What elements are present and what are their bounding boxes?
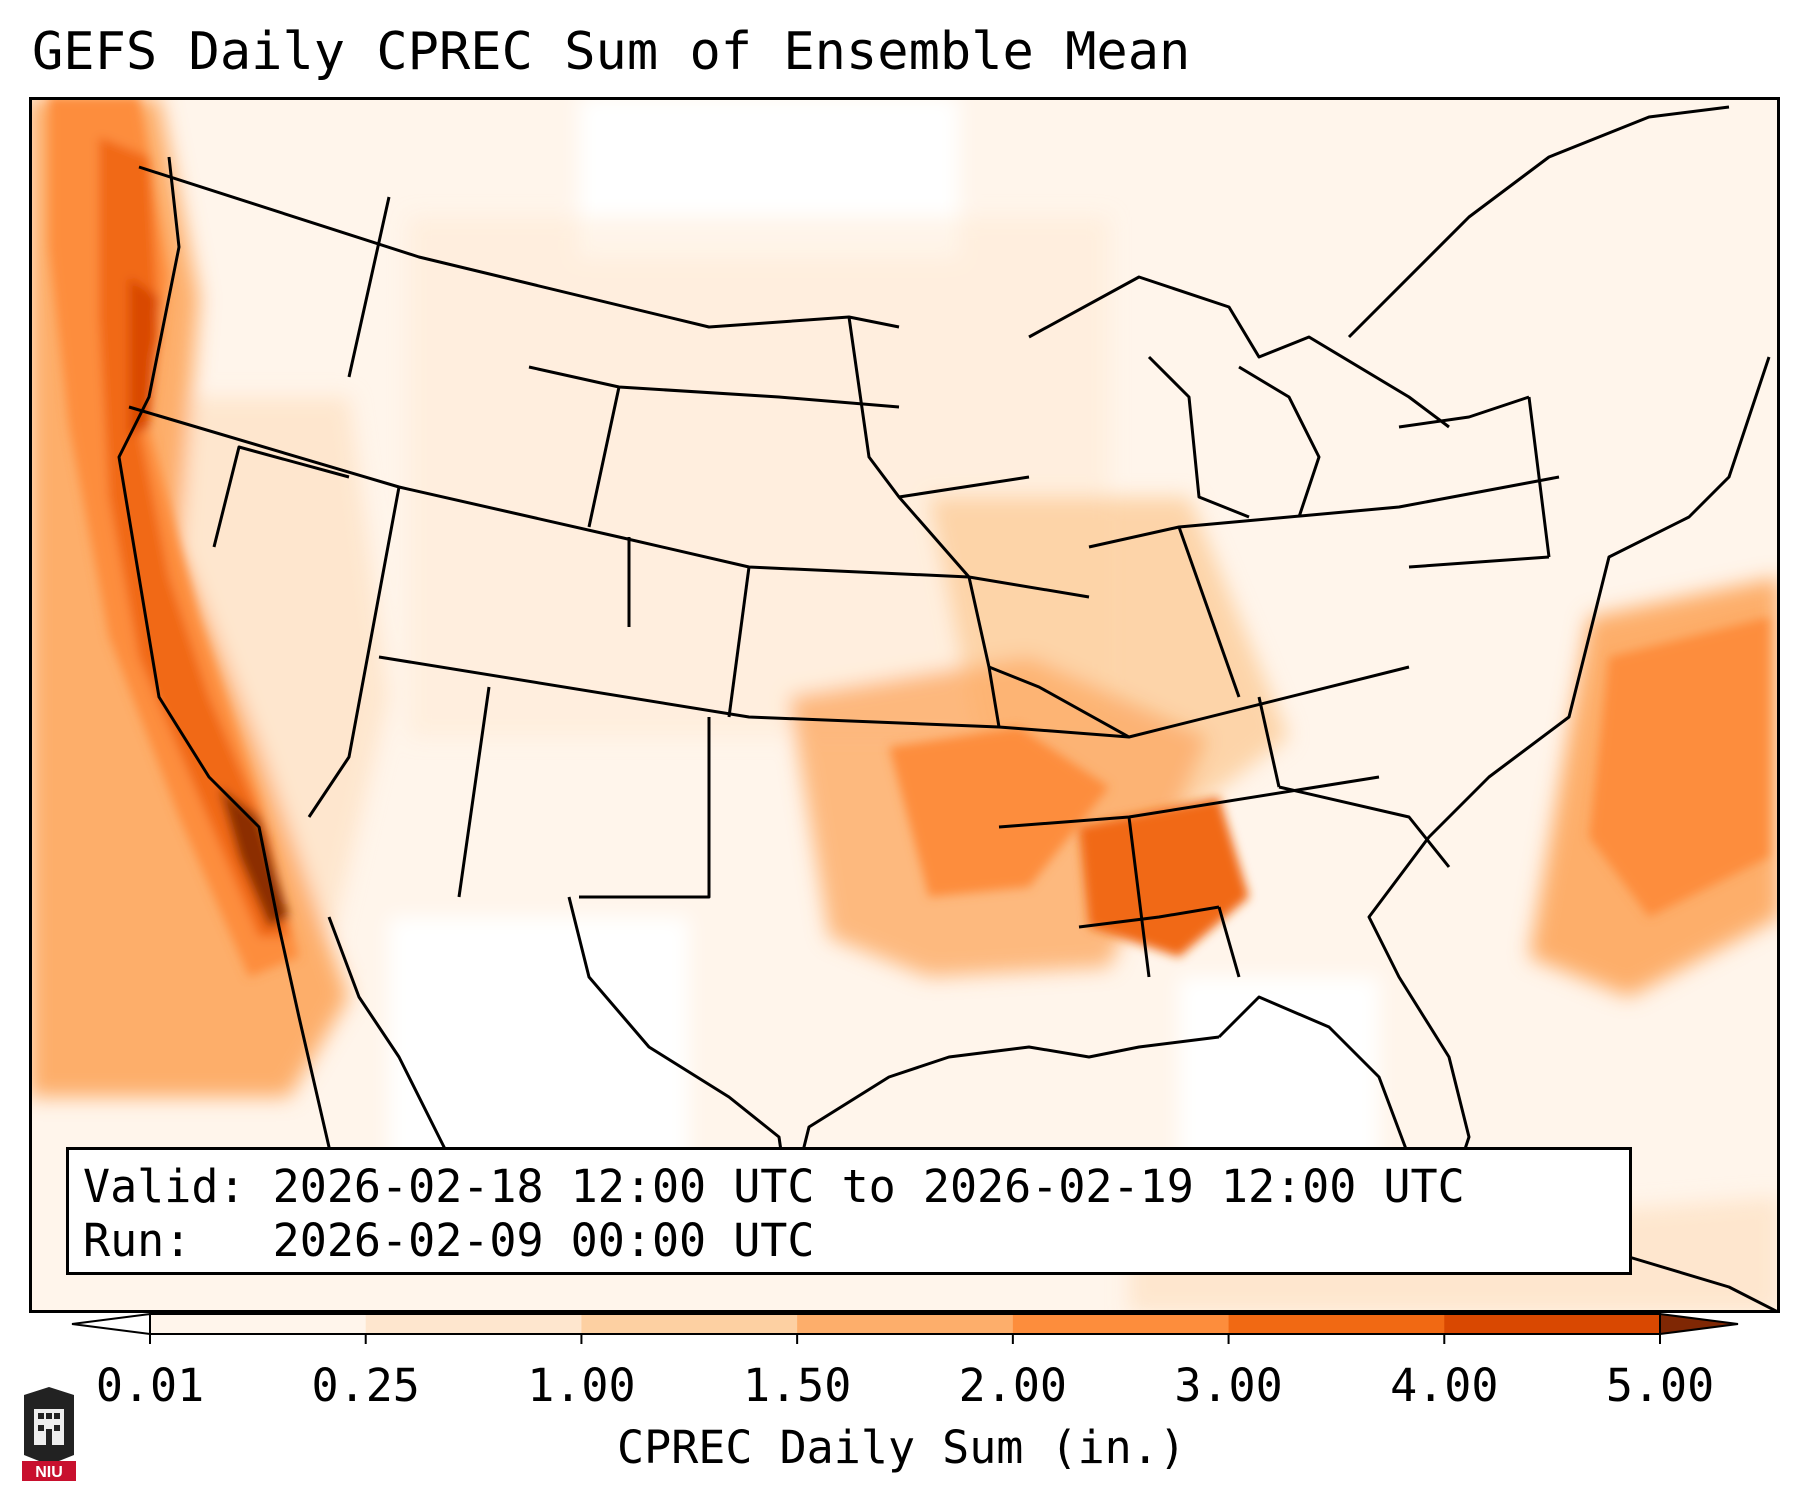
- colorbar-tick-label: 2.00: [958, 1359, 1068, 1412]
- state-borders: [128, 165, 1560, 978]
- colorbar-tick-label: 3.00: [1174, 1359, 1283, 1412]
- colorbar-extend-max: [1659, 1312, 1739, 1336]
- colorbar-segment: [1012, 1314, 1230, 1334]
- colorbar-frame: [149, 1313, 1661, 1335]
- colorbar-tick-label: 0.01: [95, 1359, 205, 1412]
- colorbar-segment: [1228, 1314, 1445, 1334]
- colorbar-segment: [797, 1314, 1014, 1334]
- map-panel: [29, 97, 1780, 1313]
- logo-text: NIU: [35, 1464, 63, 1481]
- colorbar: [70, 1312, 1740, 1372]
- chart-title: GEFS Daily CPREC Sum of Ensemble Mean: [32, 22, 1191, 82]
- precip-core: [49, 97, 1769, 977]
- niu-logo: NIU: [20, 1385, 78, 1485]
- colorbar-segment: [1444, 1314, 1661, 1334]
- colorbar-tick-label: 4.00: [1390, 1359, 1499, 1412]
- colorbar-tick-label: 0.25: [311, 1359, 420, 1412]
- colorbar-tick-label: 5.00: [1605, 1359, 1715, 1412]
- colorbar-extend-min: [71, 1312, 151, 1336]
- run-time-line: Run: 2026-02-09 00:00 UTC: [83, 1214, 815, 1267]
- colorbar-segment: [150, 1314, 367, 1334]
- validity-info-box: Valid: 2026-02-18 12:00 UTC to 2026-02-1…: [66, 1147, 1632, 1275]
- colorbar-label: CPREC Daily Sum (in.): [617, 1421, 1186, 1474]
- map-frame: [29, 97, 1780, 1313]
- colorbar-tick-label: 1.50: [742, 1359, 852, 1412]
- colorbar-segment: [581, 1314, 798, 1334]
- colorbar-tick-label: 1.00: [527, 1359, 636, 1412]
- colorbar-segment: [365, 1314, 582, 1334]
- valid-time-line: Valid: 2026-02-18 12:00 UTC to 2026-02-1…: [83, 1160, 1465, 1213]
